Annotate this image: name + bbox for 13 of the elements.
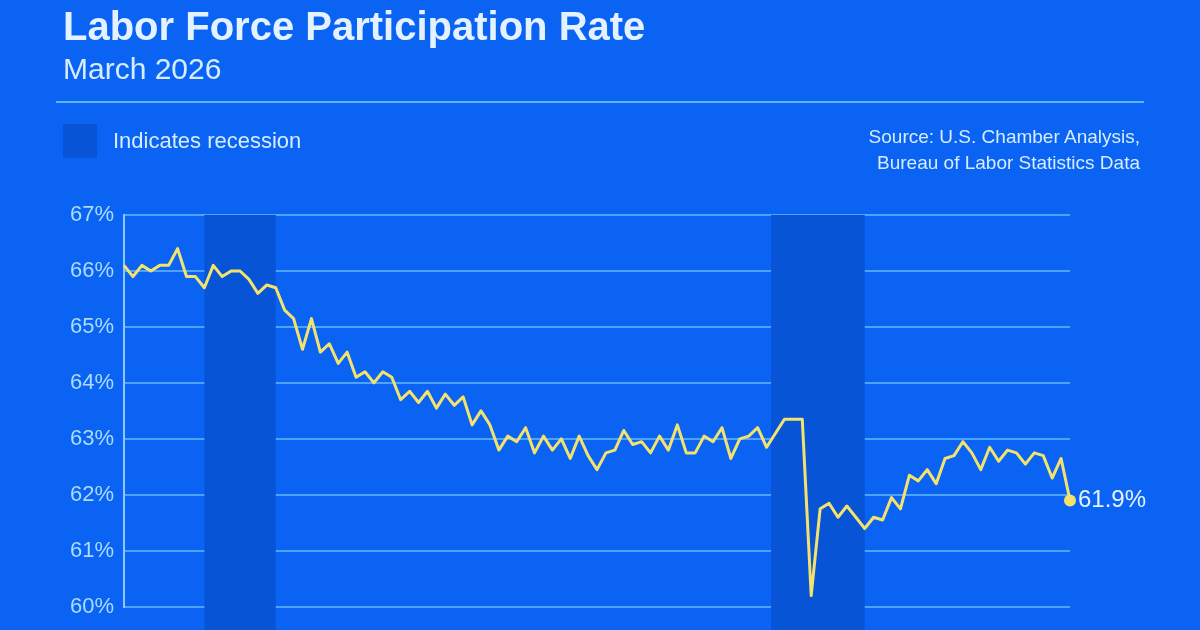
y-tick-label: 61% bbox=[69, 536, 115, 562]
y-tick-label: 64% bbox=[69, 368, 115, 394]
legend-title: Indicates recession bbox=[113, 128, 302, 154]
data-label: 61.9% bbox=[1078, 485, 1147, 513]
chart-title: Labor Force Participation Rate bbox=[63, 4, 646, 49]
y-tick-label: 65% bbox=[69, 313, 115, 339]
y-tick-label: 63% bbox=[69, 424, 115, 450]
chart-subtitle: March 2026 bbox=[63, 52, 222, 86]
y-tick-label: 62% bbox=[69, 480, 115, 506]
source-note: Source: U.S. Chamber Analysis, Bureau of Labor Statistics Data bbox=[867, 125, 1140, 175]
y-tick-label: 60% bbox=[69, 592, 115, 618]
y-tick-label: 66% bbox=[69, 257, 115, 283]
y-tick-label: 67% bbox=[69, 201, 115, 227]
